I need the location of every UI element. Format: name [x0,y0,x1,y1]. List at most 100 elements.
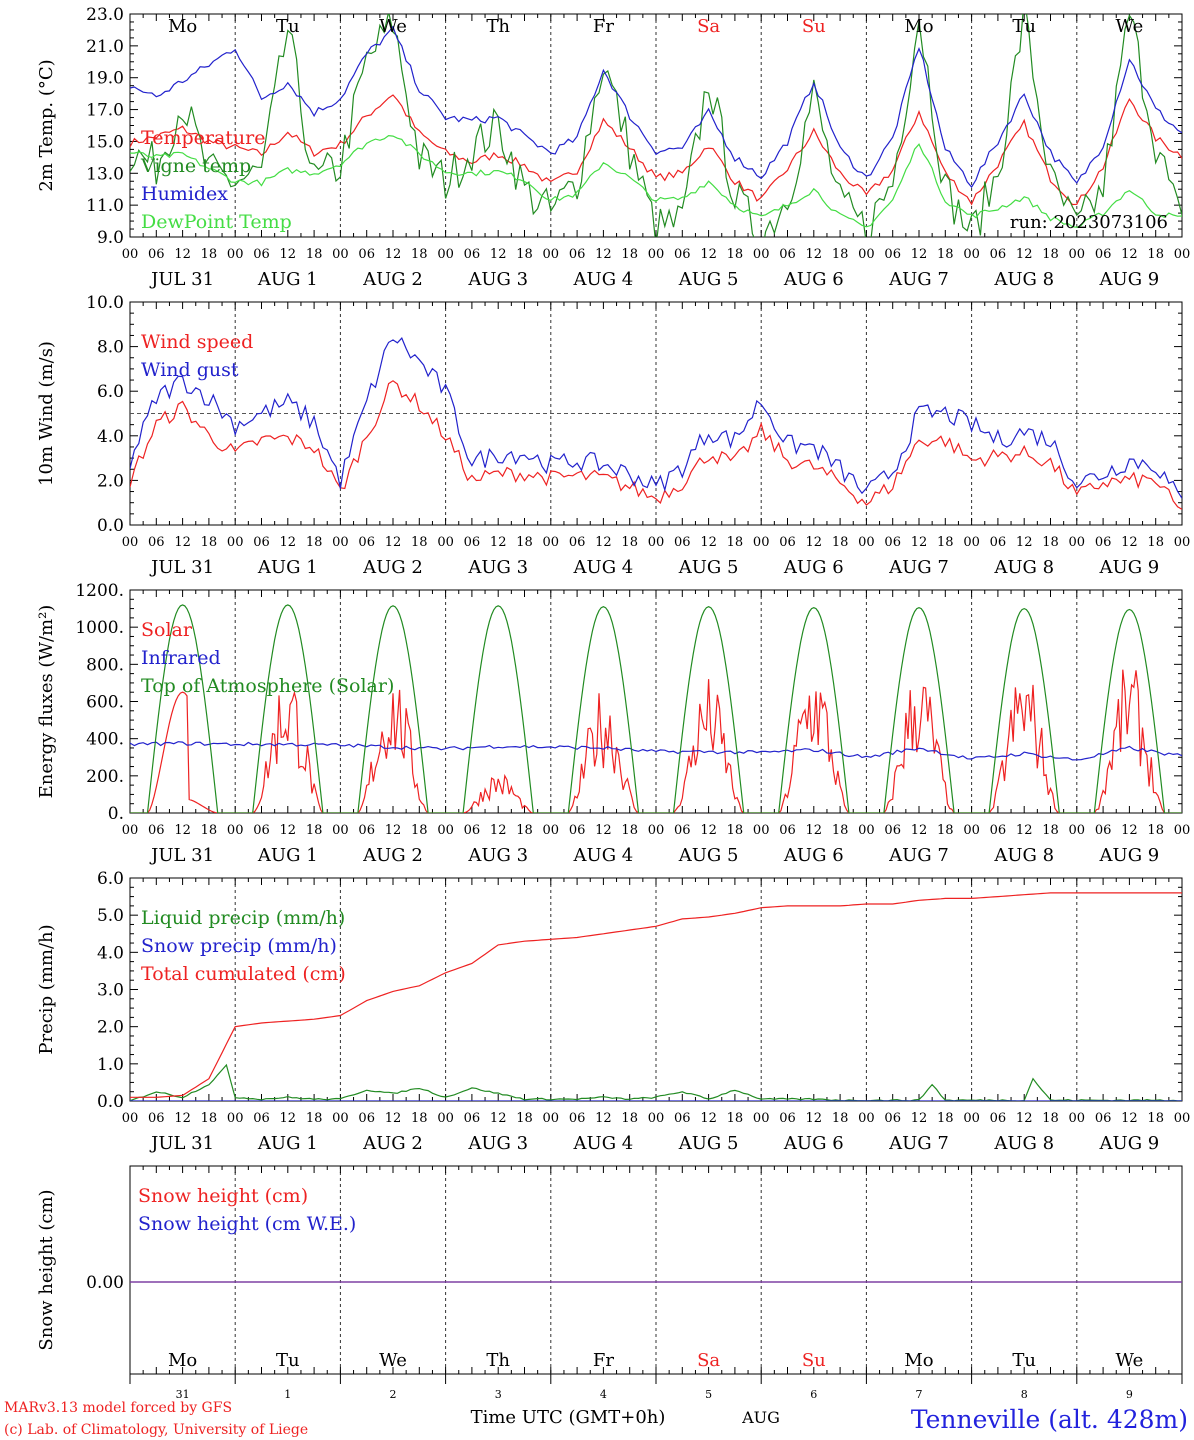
hour-tick-label: 12 [1016,1111,1033,1126]
y-axis-label: 2m Temp. (°C) [36,59,57,191]
hour-tick-label: 18 [306,247,323,262]
series-line-wind-gust [130,337,1182,499]
hour-tick-label: 12 [700,247,717,262]
legend-entry: DewPoint Temp [141,211,292,233]
hour-tick-label: 00 [858,535,875,550]
legend-entry: Wind gust [141,359,239,381]
hour-tick-label: 18 [516,1111,533,1126]
y-tick-label: 23.0 [86,5,124,25]
hour-tick-label: 06 [779,535,796,550]
hour-tick-label: 06 [148,1111,165,1126]
hour-tick-label: 18 [201,247,218,262]
hour-tick-label: 18 [1042,535,1059,550]
panel-3: 0. 200. 400. 600. 800. 1000. 1200. Energy fluxe… [36,581,1190,866]
hour-tick-label: 12 [174,535,191,550]
date-label: AUG 9 [1099,557,1160,578]
hour-tick-label: 12 [700,1111,717,1126]
hour-tick-label: 00 [1174,535,1191,550]
hour-tick-label: 18 [937,247,954,262]
hour-tick-label: 12 [280,823,297,838]
hour-tick-label: 18 [1147,247,1164,262]
hour-tick-label: 18 [201,823,218,838]
date-label: AUG 3 [467,557,528,578]
y-tick-label: 400. [86,730,124,750]
day-name: We [1116,1350,1144,1371]
hour-tick-label: 00 [437,823,454,838]
hour-tick-label: 12 [385,1111,402,1126]
time-axis-label: Time UTC (GMT+0h) [471,1407,666,1428]
hour-tick-label: 00 [648,1111,665,1126]
hour-tick-label: 06 [674,823,691,838]
hour-tick-label: 12 [1121,823,1138,838]
date-label: AUG 6 [783,1133,844,1154]
date-label: AUG 1 [257,1133,318,1154]
plot-frame [129,13,1183,238]
hour-tick-label: 00 [437,535,454,550]
hour-tick-label: 06 [358,823,375,838]
hour-tick-label: 00 [963,823,980,838]
hour-tick-label: 00 [1069,535,1086,550]
hour-tick-label: 00 [963,535,980,550]
date-label: AUG 3 [467,845,528,866]
date-label: JUL 31 [149,269,214,290]
hour-tick-label: 18 [1147,535,1164,550]
y-tick-label: 200. [86,767,124,787]
y-tick-label: 5.0 [97,906,124,926]
day-name: Tu [276,16,300,37]
run-annotation: run: 2023073106 [1010,212,1168,233]
hour-tick-label: 00 [543,1111,560,1126]
hour-tick-label: 00 [1174,247,1191,262]
date-label: AUG 3 [467,269,528,290]
day-name: Tu [1012,16,1036,37]
date-label: AUG 4 [573,557,634,578]
hour-tick-label: 18 [411,823,428,838]
legend-entry: Top of Atmosphere (Solar) [141,675,394,697]
hour-tick-label: 00 [437,247,454,262]
hour-tick-label: 18 [411,247,428,262]
hour-tick-label: 00 [543,247,560,262]
hour-tick-label: 12 [280,247,297,262]
y-tick-label: 0.0 [97,516,124,536]
hour-tick-label: 06 [358,1111,375,1126]
date-label: AUG 8 [993,269,1054,290]
hour-tick-label: 06 [779,1111,796,1126]
hour-tick-label: 12 [1121,1111,1138,1126]
y-tick-label: 17.0 [86,101,124,121]
hour-tick-label: 12 [490,535,507,550]
date-label: AUG 5 [678,1133,739,1154]
plot-frame [129,589,1183,814]
date-label: JUL 31 [149,557,214,578]
hour-tick-label: 18 [411,535,428,550]
hour-tick-label: 06 [674,1111,691,1126]
date-label: AUG 6 [783,845,844,866]
y-tick-label: 2.0 [97,1018,124,1038]
hour-tick-label: 06 [148,247,165,262]
hour-tick-label: 18 [621,823,638,838]
hour-tick-label: 06 [569,823,586,838]
hour-tick-label: 12 [490,1111,507,1126]
hour-tick-label: 18 [1042,823,1059,838]
hour-tick-label: 00 [1174,1111,1191,1126]
station-label: Tenneville (alt. 428m) [911,1405,1188,1434]
date-label: JUL 31 [149,1133,214,1154]
hour-tick-label: 18 [1042,247,1059,262]
series-line-humidex [130,25,1182,189]
y-tick-label: 8.0 [97,338,124,358]
hour-tick-label: 06 [674,247,691,262]
hour-tick-label: 18 [621,535,638,550]
hour-tick-label: 18 [1042,1111,1059,1126]
y-tick-label: 4.0 [97,427,124,447]
hour-tick-label: 18 [937,535,954,550]
y-tick-label: 4.0 [97,943,124,963]
day-number: 6 [810,1388,817,1401]
day-name: Tu [276,1350,300,1371]
hour-tick-label: 00 [648,535,665,550]
day-number: 9 [1126,1388,1133,1401]
date-label: AUG 7 [888,269,949,290]
date-label: AUG 6 [783,557,844,578]
series-line-solar [130,669,1182,813]
hour-tick-label: 06 [990,823,1007,838]
hour-tick-label: 06 [569,1111,586,1126]
hour-tick-label: 12 [911,823,928,838]
